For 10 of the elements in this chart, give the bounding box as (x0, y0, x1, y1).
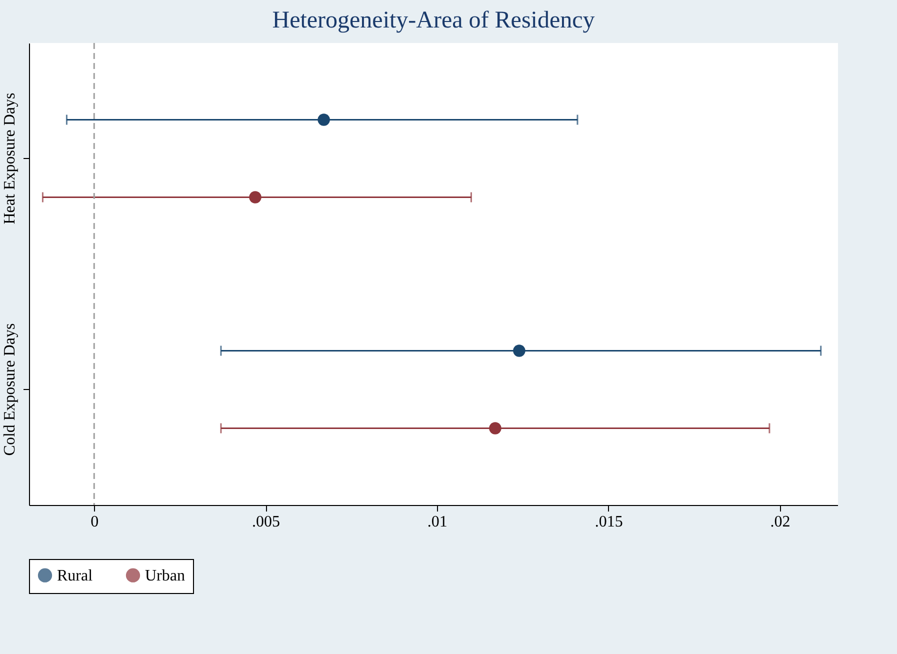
y-tick-label: Cold Exposure Days (2, 323, 18, 456)
x-tick-label: .02 (770, 514, 790, 530)
chart-title: Heterogeneity-Area of Residency (272, 7, 595, 34)
legend-label: Rural (57, 567, 94, 584)
y-tick-label: Heat Exposure Days (2, 92, 18, 224)
x-tick-label: .015 (594, 514, 623, 530)
x-tick-label: .005 (252, 514, 280, 530)
x-tick-label: .01 (427, 514, 448, 530)
x-tick-label: 0 (90, 514, 99, 530)
legend-label: Urban (145, 567, 185, 584)
